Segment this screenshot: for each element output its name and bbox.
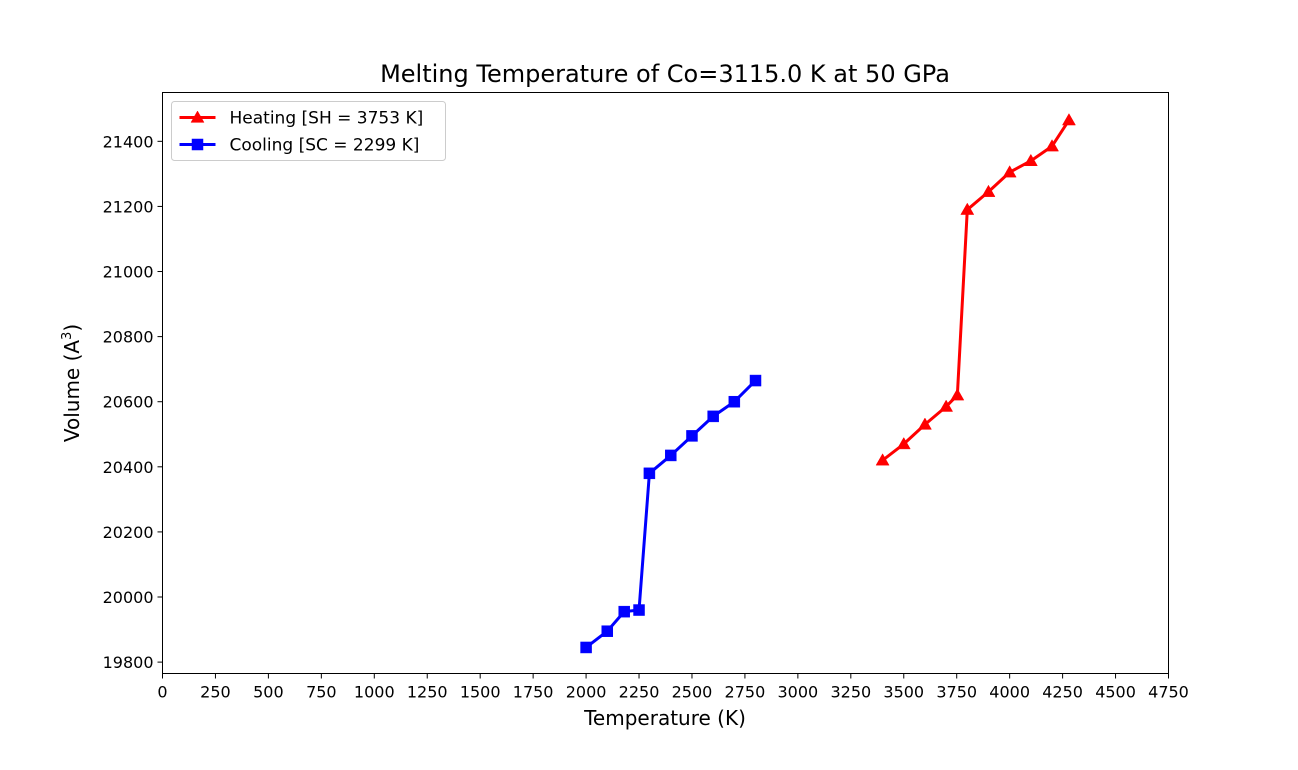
x-tick-label: 750 (306, 683, 337, 702)
data-point (707, 410, 719, 423)
data-point (950, 388, 965, 401)
x-tick-label: 4500 (1095, 683, 1136, 702)
data-point (580, 641, 592, 654)
data-point (1045, 139, 1059, 152)
legend-box (171, 101, 446, 161)
data-point (875, 453, 890, 466)
data-point (981, 184, 996, 197)
data-point (728, 395, 741, 408)
x-tick-label: 1000 (354, 683, 395, 702)
x-tick-label: 2250 (619, 683, 660, 702)
data-point (686, 430, 698, 442)
x-tick-label: 500 (253, 683, 284, 702)
series-line (585, 379, 757, 649)
x-axis: 0 250 500 750 1000 1250 1500 1750 2000 2250 2500 27… (157, 673, 1189, 702)
data-point (896, 437, 911, 450)
legend-swatch-marker (191, 138, 204, 151)
x-tick-label: 2750 (725, 683, 766, 702)
x-tick-label: 0 (157, 683, 167, 702)
series-cooling (580, 374, 762, 654)
x-tick-label: 1500 (460, 683, 501, 702)
y-tick-label: 19800 (103, 653, 154, 672)
series-line (881, 119, 1071, 462)
data-point (643, 467, 656, 480)
chart-title: Melting Temperature of Co=3115.0 K at 50… (380, 60, 950, 88)
y-tick-label: 20200 (103, 523, 154, 542)
y-tick-label: 20000 (103, 588, 154, 607)
data-point (618, 605, 630, 618)
y-axis-label-superscript: 3 (60, 332, 75, 340)
data-point (633, 604, 645, 616)
x-axis-label: Temperature (K) (583, 706, 746, 730)
x-tick-label: 1250 (407, 683, 448, 702)
y-axis-label: Volume (A3) (60, 324, 84, 442)
x-tick-label: 2500 (672, 683, 713, 702)
data-point (601, 625, 614, 637)
x-tick-label: 4750 (1148, 683, 1189, 702)
y-tick-label: 20600 (103, 393, 154, 412)
data-point (918, 417, 932, 430)
x-tick-label: 250 (200, 683, 231, 702)
x-tick-label: 1750 (513, 683, 554, 702)
data-point (1062, 113, 1076, 126)
y-axis-label-text: Volume (A (60, 340, 84, 443)
plot-frame (162, 92, 1169, 674)
data-point (749, 374, 762, 387)
x-tick-label: 2000 (566, 683, 607, 702)
y-axis-label-close: ) (60, 324, 84, 332)
y-tick-label: 20800 (103, 328, 154, 347)
x-tick-label: 3250 (830, 683, 871, 702)
data-point (939, 399, 954, 412)
data-point (665, 449, 677, 462)
legend-label: Cooling [SC = 2299 K] (230, 136, 420, 156)
y-axis: 19800 20000 20200 20400 20600 20800 21000 21200… (103, 132, 163, 672)
data-point (1023, 153, 1038, 166)
x-tick-label: 3750 (936, 683, 977, 702)
x-tick-label: 3000 (778, 683, 819, 702)
series-heating (875, 113, 1076, 466)
x-tick-label: 4250 (1042, 683, 1083, 702)
x-tick-label: 4000 (989, 683, 1030, 702)
data-point (1002, 165, 1017, 178)
y-tick-label: 20400 (103, 458, 154, 477)
y-tick-label: 21400 (103, 132, 154, 151)
legend-swatch-marker (190, 110, 205, 123)
y-tick-label: 21000 (103, 263, 154, 282)
y-tick-label: 21200 (103, 197, 154, 216)
legend: Heating [SH = 3753 K] Cooling [SC = 2299 … (171, 101, 446, 161)
series-layer (580, 113, 1076, 654)
legend-label: Heating [SH = 3753 K] (230, 109, 424, 129)
data-point (960, 202, 975, 215)
x-tick-label: 3500 (883, 683, 924, 702)
